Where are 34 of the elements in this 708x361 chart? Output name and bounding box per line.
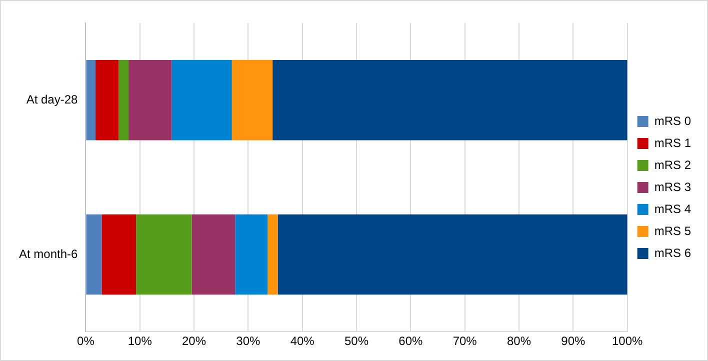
legend-label: mRS 4: [654, 202, 692, 216]
legend-label: mRS 0: [654, 114, 692, 128]
x-tick-label: 30%: [236, 334, 261, 348]
bar: [172, 60, 232, 140]
legend-label: mRS 5: [654, 224, 692, 238]
legend-label: mRS 2: [654, 158, 692, 172]
y-tick-label: At day-28: [26, 92, 78, 106]
x-tick-label: 70%: [452, 334, 478, 348]
y-tick-label: At month-6: [18, 246, 78, 261]
bar: [86, 214, 102, 295]
bar: [272, 60, 628, 140]
x-tick-label: 100%: [612, 334, 643, 348]
x-tick-label: 80%: [506, 334, 532, 348]
bar: [118, 60, 128, 140]
bar: [232, 60, 273, 140]
x-tick-label: 40%: [290, 334, 315, 348]
x-tick-label: 50%: [344, 334, 369, 348]
x-tick-label: 10%: [128, 334, 152, 348]
x-tick-label: 20%: [182, 334, 206, 348]
bar: [95, 60, 119, 140]
bar: [86, 60, 96, 140]
x-tick-label: 0%: [77, 334, 95, 348]
bar: [278, 214, 628, 295]
bar: [136, 214, 192, 295]
x-tick-label: 60%: [398, 334, 424, 348]
legend-label: mRS 6: [654, 246, 692, 260]
bar: [268, 214, 278, 295]
bar: [102, 214, 136, 295]
legend-label: mRS 1: [654, 136, 692, 150]
bar: [192, 214, 236, 295]
bar: [128, 60, 172, 140]
legend-label: mRS 3: [654, 180, 692, 194]
bar: [235, 214, 268, 295]
x-tick-label: 90%: [561, 334, 586, 348]
